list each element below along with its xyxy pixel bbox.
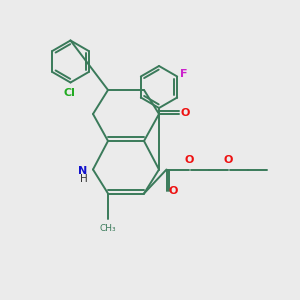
Text: CH₃: CH₃ xyxy=(100,224,116,233)
Text: H: H xyxy=(80,174,88,184)
Text: O: O xyxy=(185,155,194,165)
Text: O: O xyxy=(181,108,190,118)
Text: N: N xyxy=(78,166,88,176)
Text: F: F xyxy=(180,69,188,79)
Text: O: O xyxy=(169,185,178,196)
Text: Cl: Cl xyxy=(63,88,75,98)
Text: O: O xyxy=(224,155,233,165)
